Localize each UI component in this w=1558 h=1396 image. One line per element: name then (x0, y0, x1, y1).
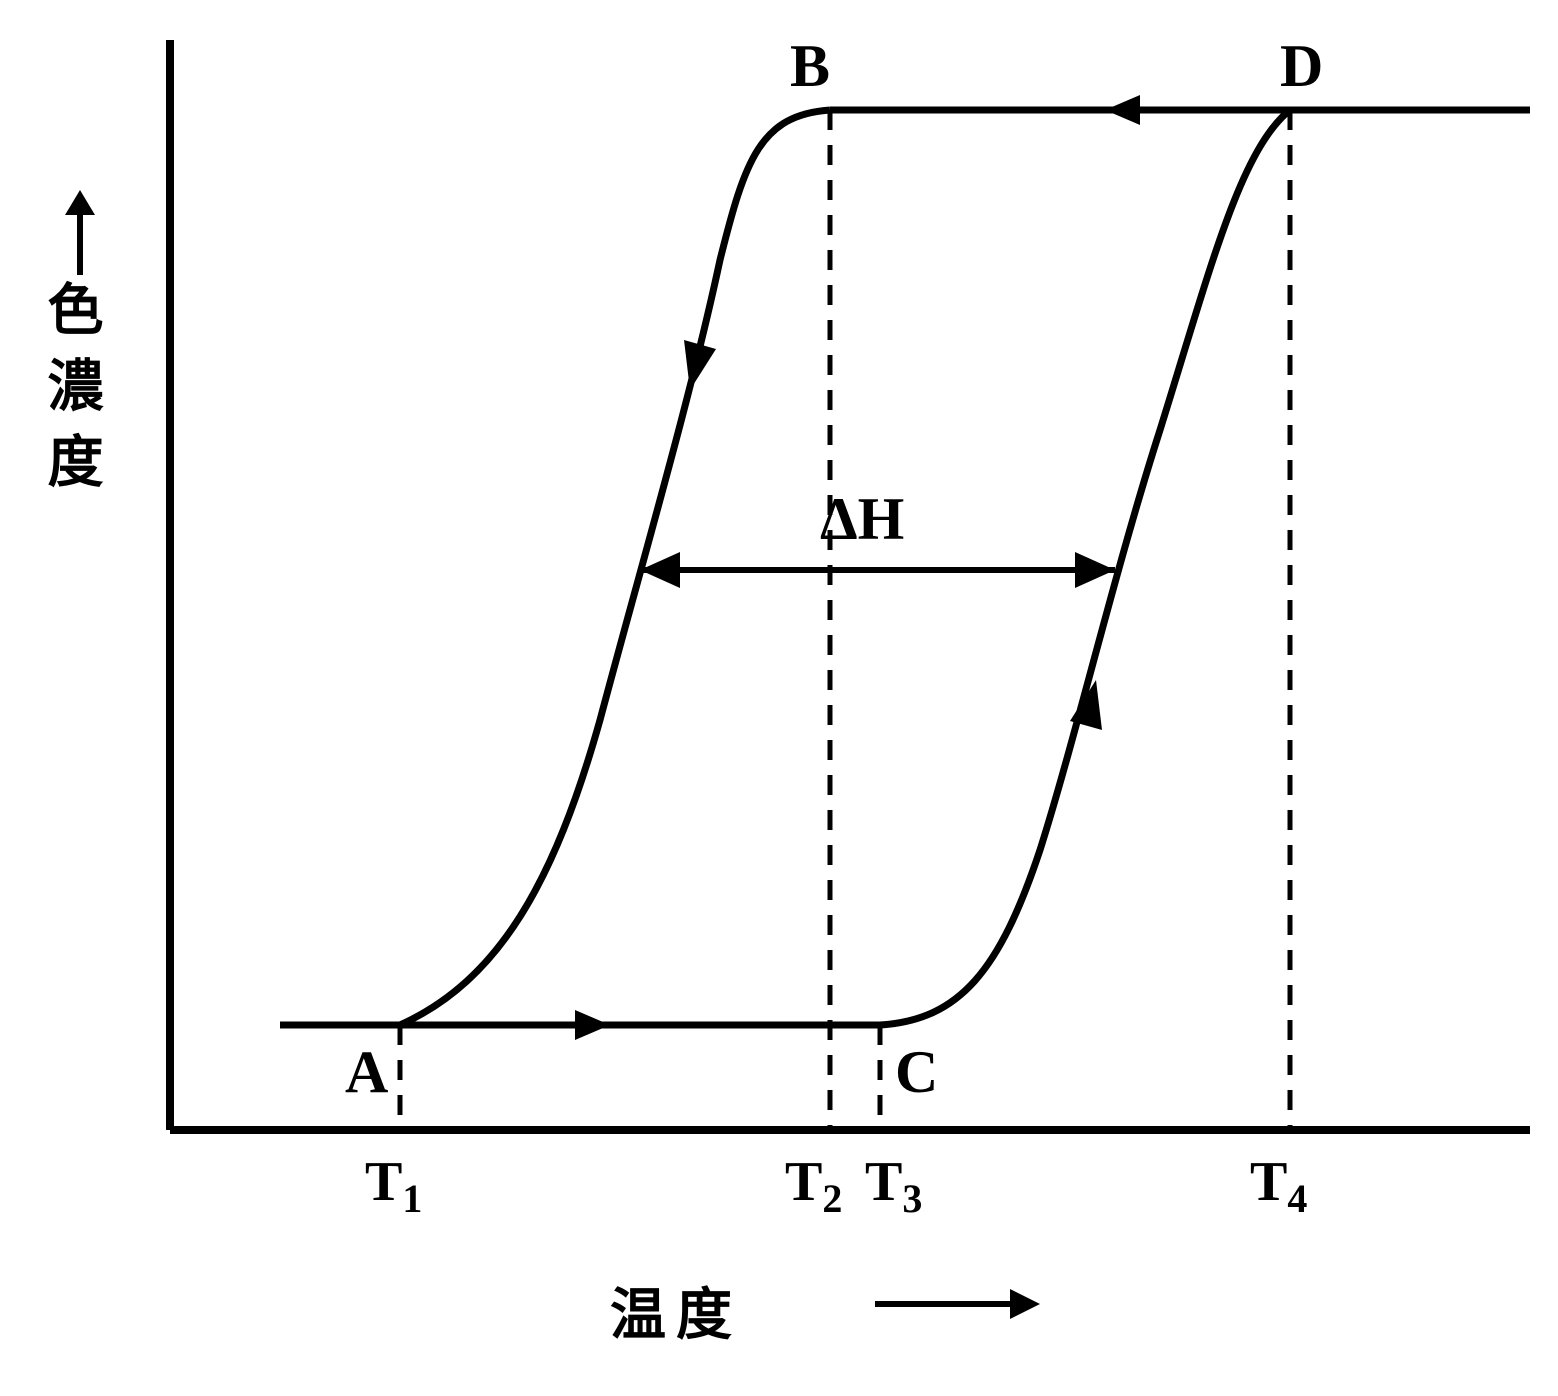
tick-t3: T3 (865, 1150, 922, 1222)
tick-t1: T1 (365, 1150, 422, 1222)
point-a-label: A (345, 1038, 388, 1107)
point-d-label: D (1280, 32, 1323, 101)
point-c-label: C (895, 1038, 938, 1107)
y-axis-arrow-icon (55, 190, 105, 294)
hysteresis-diagram: 色濃度 温度 A B C D T1 T2 T3 T4 ΔH (0, 0, 1558, 1391)
y-axis-label: 色濃度 (30, 280, 111, 508)
upper-plateau-arrow (1105, 95, 1140, 125)
diagram-svg (0, 0, 1558, 1391)
point-b-label: B (790, 32, 830, 101)
x-axis-arrow-icon (870, 1279, 1040, 1343)
x-axis-label: 温度 (610, 1270, 742, 1351)
tick-t4: T4 (1250, 1150, 1307, 1222)
delta-h-right-arrow (1075, 552, 1115, 588)
lower-plateau-arrow (575, 1010, 610, 1040)
delta-h-label: ΔH (820, 485, 904, 554)
tick-t2: T2 (785, 1150, 842, 1222)
